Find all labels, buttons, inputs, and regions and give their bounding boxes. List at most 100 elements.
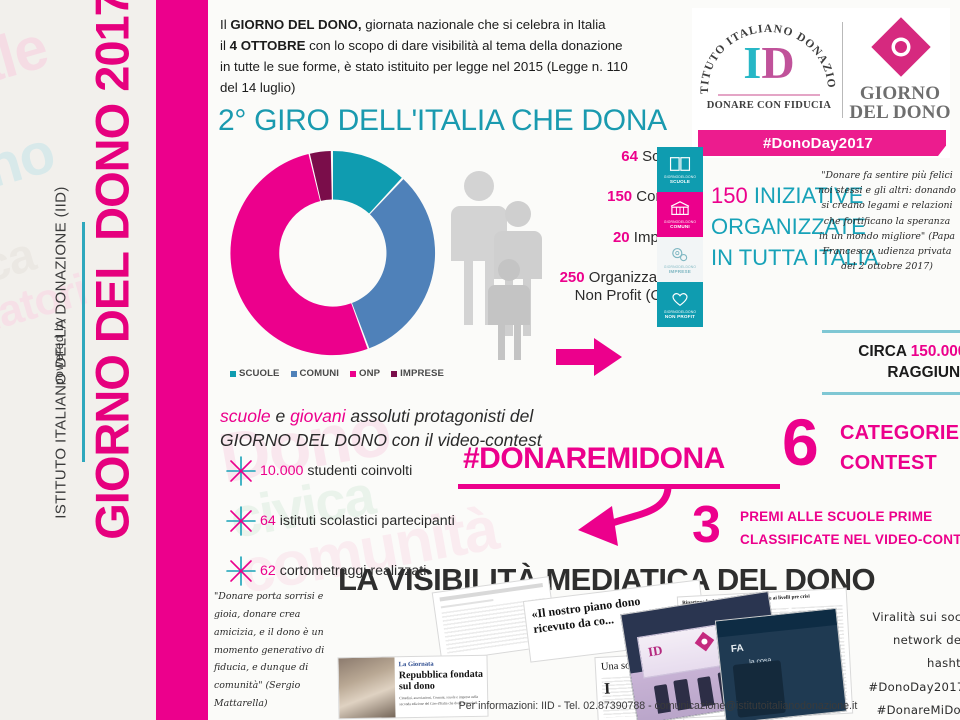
tv2-line1: FA <box>730 643 745 656</box>
legend-item-comuni: COMUNI <box>290 368 340 379</box>
viralita-line5: #DonareMiDona <box>876 702 960 717</box>
iid-tagline: DONARE CON FIDUCIA <box>706 100 832 111</box>
iid-rule <box>718 94 820 96</box>
stat-number: 64 <box>621 148 638 165</box>
donut-chart-svg <box>230 151 436 356</box>
intro-l2a: il <box>220 38 230 53</box>
premi-label: PREMI ALLE SCUOLE PRIME CLASSIFICATE NEL… <box>740 505 960 552</box>
scuole-giovani-text: scuole e giovani assoluti protagonisti d… <box>220 404 550 452</box>
list-item: 62 cortometraggi realizzati <box>222 552 562 590</box>
intro-l2b: 4 OTTOBRE <box>229 38 306 53</box>
cat-line1: CATEGORIE <box>840 422 960 444</box>
three-number: 3 <box>692 496 721 554</box>
asterisk-icon <box>226 556 256 586</box>
asterisk-icon <box>226 456 256 486</box>
slice-scuole <box>333 151 402 214</box>
mattarella-quote: "Donare porta sorrisi e gioia, donare cr… <box>214 588 334 713</box>
intro-l1b: GIORNO DEL DONO, <box>230 17 362 32</box>
intro-l3: in tutte le sue forme, è stato istituito… <box>220 59 628 74</box>
bullet-number: 10.000 <box>260 463 304 479</box>
circa-line2: RAGGIUNTI ATTIVAMENTE <box>887 363 960 381</box>
intro-l4: del 14 luglio) <box>220 80 296 95</box>
legend-label: IMPRESE <box>400 368 445 379</box>
institute-label: ISTITUTO ITALIANO DELLA DONAZIONE (IID) <box>52 186 70 519</box>
six-number: 6 <box>782 405 819 479</box>
viralita-line4: #DonoDay2017 e <box>868 679 960 694</box>
tv-diamond-icon <box>694 631 715 651</box>
legend-item-scuole: SCUOLE <box>229 368 280 379</box>
legend-label: SCUOLE <box>238 368 280 379</box>
card-imprese: GIORNODELDONO IMPRESE <box>657 237 703 282</box>
iid-letter-i: I <box>743 37 762 88</box>
tv-screenshot-stage: ID <box>620 590 786 720</box>
viralita-line2: network degli <box>893 633 960 648</box>
logo-divider <box>842 22 843 118</box>
circa-number: 150.000 <box>910 343 960 360</box>
gdd-line2: DEL DONO <box>849 102 951 124</box>
divider-line <box>82 222 85 462</box>
intro-l2c: con lo scopo di dare visibilità al tema … <box>305 38 623 53</box>
mattarella-quote-text: "Donare porta sorrisi e gioia, donare cr… <box>214 591 325 692</box>
right-arrow-icon <box>556 338 622 376</box>
iniziative-number: 150 <box>711 183 748 208</box>
bullet-list: 10.000 studenti coinvolti 64 istituti sc… <box>222 452 562 602</box>
asterisk-icon <box>226 506 256 536</box>
card-non-profit: GIORNODELDONO NON PROFIT <box>657 282 703 327</box>
stat-number: 150 <box>607 188 633 206</box>
iid-letters: ID <box>726 40 812 86</box>
premi-line1: PREMI ALLE SCUOLE PRIME <box>740 509 933 524</box>
premi-line2: CLASSIFICATE NEL VIDEO-CONTEST <box>740 532 960 548</box>
pope-quote: "Donare fa sentire più felici noi stessi… <box>818 168 956 275</box>
card-title: IMPRESE <box>668 269 692 274</box>
list-item: 10.000 studenti coinvolti <box>222 452 562 490</box>
sg-mid: e <box>270 406 291 426</box>
circa-block: CIRCA 150.000 CITTADINI ITALIANI RAGGIUN… <box>812 342 960 383</box>
sg-pink1: scuole <box>220 406 271 426</box>
cat-line2: CONTEST <box>840 452 937 475</box>
category-cards: GIORNODELDONO SCUOLE GIORNODELDONO COMUN… <box>657 147 703 327</box>
stat-number: 20 <box>612 228 630 246</box>
viralita-line3: hashtag <box>927 656 960 671</box>
card-comuni: GIORNODELDONO COMUNI <box>657 192 703 237</box>
hashtag-banner: #DonoDay2017 <box>698 130 938 156</box>
pope-quote-text: "Donare fa sentire più felici noi stessi… <box>818 170 956 242</box>
press-montage: «Il nostro piano dono ricevuto da co... … <box>328 576 854 720</box>
divider-top <box>822 330 960 333</box>
curved-arrow-icon <box>578 486 672 546</box>
people-silhouettes-icon <box>451 171 542 360</box>
slice-comuni <box>352 179 436 349</box>
intro-l1a: Il <box>220 17 231 32</box>
left-banner: no di sociale dono giorno carità civica … <box>0 0 156 720</box>
main-content: Dono civica comunità Il GIORNO DEL DONO,… <box>208 0 960 720</box>
tv-logo-id: ID <box>646 642 664 660</box>
stat-number: 250 <box>559 268 585 286</box>
legend-label: ONP <box>359 368 381 379</box>
iniziative-line2: ORGANIZZATE <box>711 214 866 240</box>
press-clip-kicker: La Giornata <box>398 660 434 669</box>
slice-onp <box>230 154 368 356</box>
gdd-wordmark: GIORNO DEL DONO <box>848 84 952 123</box>
accent-stripe <box>156 0 208 720</box>
footer-contact: Per informazioni: IID - Tel. 02.87390788… <box>458 700 858 712</box>
hashtag-underline <box>458 484 780 489</box>
card-kicker: GIORNODELDONO <box>663 220 697 224</box>
viralita-text: Viralità sui social network degli hashta… <box>846 606 960 720</box>
section-heading-giro: 2° GIRO DELL'ITALIA CHE DONA <box>218 104 667 137</box>
card-scuole: GIORNODELDONO SCUOLE <box>657 147 703 192</box>
card-title: COMUNI <box>670 224 690 229</box>
gears-icon <box>672 248 688 262</box>
iniziative-block: 150 INIZIATIVE ORGANIZZATE IN TUTTA ITAL… <box>711 180 891 274</box>
intro-paragraph: Il GIORNO DEL DONO, giornata nazionale c… <box>220 14 712 98</box>
iniziative-word: INIZIATIVE <box>747 183 864 208</box>
iid-logo: ISTITUTO ITALIANO DONAZIONE ID DONARE CO… <box>698 16 838 126</box>
card-kicker: GIORNODELDONO <box>663 265 697 269</box>
card-kicker: GIORNODELDONO <box>663 175 697 179</box>
bullet-label: istituti scolastici partecipanti <box>275 513 455 529</box>
book-icon <box>669 157 691 171</box>
page-title: GIORNO DEL DONO 2017 <box>85 0 139 540</box>
logo-block: ISTITUTO ITALIANO DONAZIONE ID DONARE CO… <box>692 8 950 158</box>
bullet-text: 62 cortometraggi realizzati <box>260 563 426 579</box>
list-item: 64 istituti scolastici partecipanti <box>222 502 562 540</box>
circa-pre: CIRCA <box>858 343 911 360</box>
